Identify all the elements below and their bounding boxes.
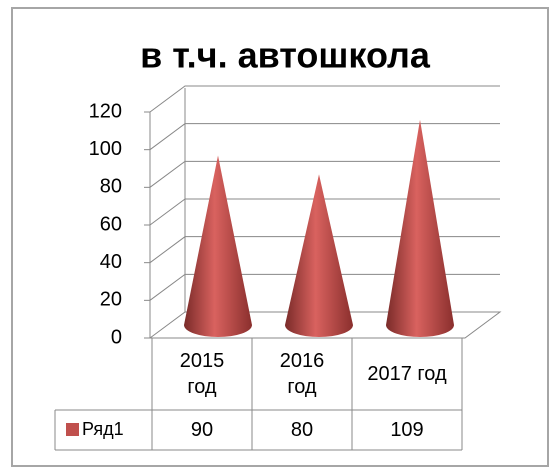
y-tick-label: 120 — [89, 100, 122, 122]
chart-title: в т.ч. автошкола — [140, 35, 431, 76]
x-tick-label: 2015 год — [179, 350, 225, 398]
cone — [184, 155, 252, 337]
x-tick-label: 2016 год — [279, 350, 325, 398]
y-tick-label: 100 — [89, 138, 122, 160]
table-value: 80 — [290, 419, 314, 441]
x-tick-label: 2017 год — [367, 363, 447, 385]
legend-label: Ряд1 — [82, 419, 124, 440]
y-tick-label: 0 — [111, 326, 122, 348]
cone — [386, 119, 454, 337]
table-value: 90 — [190, 419, 214, 441]
grid-line — [149, 160, 500, 188]
legend-swatch — [66, 423, 79, 436]
y-tick-label: 40 — [100, 251, 122, 273]
grid-line — [149, 236, 500, 264]
grid-line — [149, 198, 500, 226]
y-tick-label: 80 — [100, 176, 122, 198]
grid-line — [149, 123, 500, 151]
y-tick-label: 60 — [100, 213, 122, 235]
table-value: 109 — [390, 419, 424, 441]
y-tick-label: 20 — [100, 289, 122, 311]
grid-line — [149, 85, 500, 113]
cone — [285, 174, 353, 337]
